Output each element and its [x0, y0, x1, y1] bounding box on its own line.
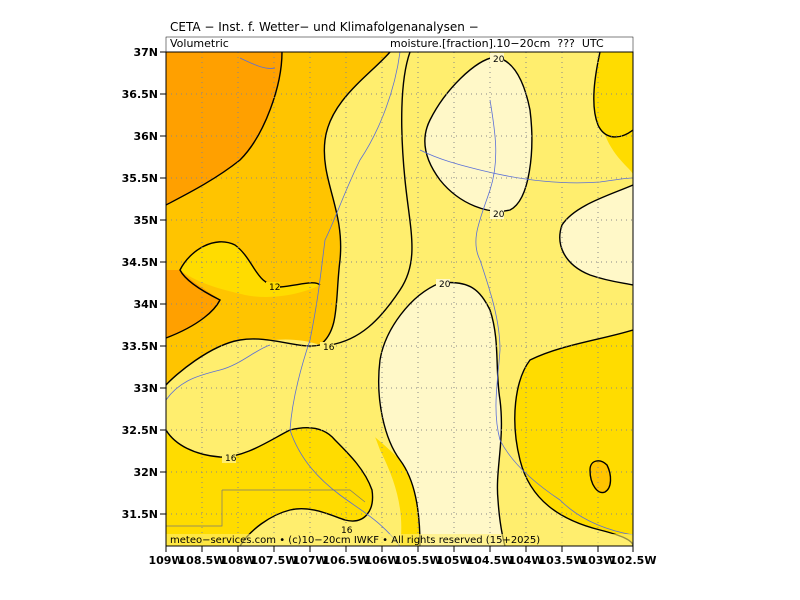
- x-tick-label: 104W: [508, 554, 543, 567]
- fill-12-blob: [180, 241, 320, 297]
- x-tick-label: 108.5W: [179, 554, 226, 567]
- y-tick-label: 36.5N: [122, 88, 158, 101]
- header-box: [165, 36, 634, 53]
- y-tick-label: 34N: [133, 298, 158, 311]
- contour-lines: [166, 52, 633, 546]
- x-tick-labels: 109W 108.5W 108W 107.5W 107W 106.5W 106W…: [148, 554, 656, 567]
- fill-gt20-north: [424, 57, 532, 212]
- y-tick-labels: 37N 36.5N 36N 35.5N 35N 34.5N 34N 33.5N …: [122, 46, 158, 521]
- x-tick-label: 102.5W: [610, 554, 657, 567]
- y-tick-label: 33.5N: [122, 340, 158, 353]
- y-tick-label: 37N: [133, 46, 158, 59]
- x-tick-label: 104.5W: [467, 554, 514, 567]
- copyright-footer: meteo−services.com • (c)10−20cm IWKF • A…: [170, 535, 540, 546]
- field-label: moisture.[fraction].10−20cm ??? UTC: [390, 37, 604, 50]
- variable-label: Volumetric: [170, 37, 229, 50]
- contour-label: 16: [225, 454, 237, 464]
- contour-label: 16: [323, 343, 335, 353]
- x-tick-label: 105W: [436, 554, 471, 567]
- x-tick-label: 107.5W: [251, 554, 298, 567]
- x-tick-label: 106.5W: [323, 554, 370, 567]
- x-tick-label: 109W: [148, 554, 183, 567]
- map-title: CETA − Inst. f. Wetter− und Klimafolgena…: [170, 20, 479, 34]
- fill-lt10-north: [166, 52, 282, 205]
- contour-label: 20: [493, 55, 505, 65]
- contour-label: 12: [269, 283, 280, 293]
- fill-10-12-blob: [590, 460, 611, 493]
- x-axis: [165, 546, 634, 552]
- contour-label: 16: [341, 526, 353, 536]
- x-tick-label: 107W: [292, 554, 327, 567]
- fill-gt20-center: [378, 282, 505, 546]
- x-tick-label: 103.5W: [539, 554, 586, 567]
- x-tick-label: 106W: [364, 554, 399, 567]
- y-tick-label: 34.5N: [122, 256, 158, 269]
- x-tick-label: 108W: [220, 554, 255, 567]
- map-field: 20 20 20 12 16 16 16 meteo−services.com …: [166, 52, 633, 546]
- contour-label: 20: [439, 280, 451, 290]
- contour-label: 20: [493, 210, 505, 220]
- fill-lt10-west: [166, 270, 220, 338]
- y-tick-label: 32N: [133, 466, 158, 479]
- x-tick-label: 103W: [580, 554, 615, 567]
- rivers: [166, 52, 633, 546]
- x-tick-label: 105.5W: [395, 554, 442, 567]
- y-tick-label: 31.5N: [122, 508, 158, 521]
- y-tick-label: 33N: [133, 382, 158, 395]
- borders: [166, 489, 366, 527]
- y-tick-label: 35N: [133, 214, 158, 227]
- y-tick-label: 35.5N: [122, 172, 158, 185]
- fill-12-16-northeast: [593, 52, 633, 137]
- y-tick-label: 32.5N: [122, 424, 158, 437]
- y-tick-label: 36N: [133, 130, 158, 143]
- y-axis: [160, 51, 166, 515]
- plot-frame: [165, 51, 634, 547]
- contour-label-group: 20 20 20 12 16 16 16: [222, 53, 505, 536]
